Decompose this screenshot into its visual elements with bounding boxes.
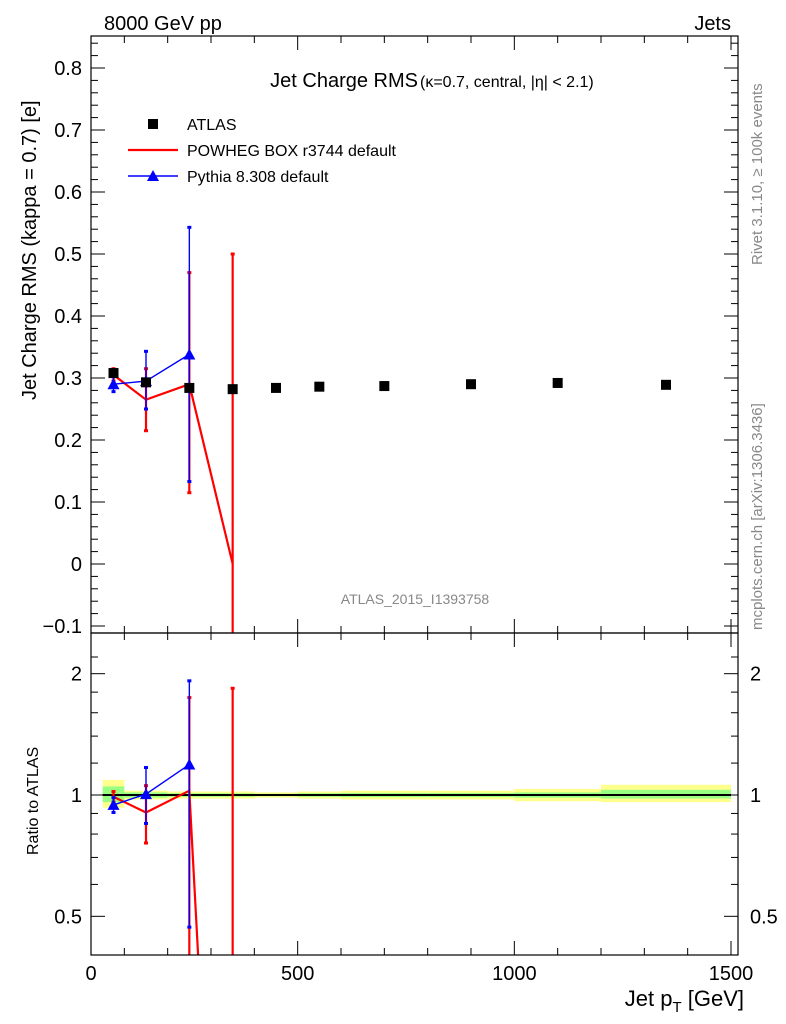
main-panel: −0.1 0 0.1 0.2 0.3 0.4 0.5 0.6 0.7 0.8 Jet Charge… bbox=[19, 35, 739, 638]
data-point bbox=[107, 378, 120, 390]
x-axis-label: Jet pT [GeV] bbox=[625, 986, 744, 1016]
legend-label: Pythia 8.308 default bbox=[187, 169, 329, 186]
y-tick-label-right: 2 bbox=[750, 664, 761, 686]
mcplots-label: mcplots.cern.ch [arXiv:1306.3436] bbox=[749, 403, 766, 630]
y-tick-label: 0.8 bbox=[54, 58, 82, 80]
data-point bbox=[107, 798, 120, 810]
ratio-panel: 0 500 1000 1500 0.5 0.5 1 1 2 2 Ratio to ATLAS bbox=[25, 632, 778, 985]
x-axis-label-jet: Jet p bbox=[625, 986, 673, 1011]
data-point bbox=[183, 758, 196, 770]
plot-title: Jet Charge RMS bbox=[270, 70, 418, 92]
y-tick-label: 0.5 bbox=[54, 244, 82, 266]
data-point bbox=[314, 381, 325, 392]
y-tick-label: 0.5 bbox=[54, 906, 82, 928]
data-point bbox=[661, 379, 671, 390]
header-left: 8000 GeV pp bbox=[104, 13, 222, 35]
data-point bbox=[108, 368, 119, 379]
y-tick-label-right: 0.5 bbox=[750, 906, 778, 928]
watermark: ATLAS_2015_I1393758 bbox=[341, 591, 490, 607]
legend-marker-atlas bbox=[148, 119, 158, 129]
legend-marker-pythia bbox=[147, 170, 159, 181]
data-point bbox=[140, 788, 152, 800]
x-axis-label-unit: [GeV] bbox=[682, 986, 744, 1011]
x-tick-label: 1000 bbox=[492, 963, 537, 985]
x-axis-label-sub: T bbox=[672, 999, 681, 1016]
data-point bbox=[227, 384, 238, 395]
legend-label: POWHEG BOX r3744 default bbox=[187, 143, 397, 160]
x-tick-label: 1500 bbox=[709, 963, 754, 985]
y-tick-label: 0.3 bbox=[54, 368, 82, 390]
data-point bbox=[141, 377, 151, 388]
y-tick-label: 0.7 bbox=[54, 120, 82, 142]
data-point bbox=[271, 382, 281, 393]
x-tick-label: 0 bbox=[85, 963, 96, 985]
y-tick-label: 0.6 bbox=[54, 182, 82, 204]
main-ticks: −0.1 0 0.1 0.2 0.3 0.4 0.5 0.6 0.7 0.8 bbox=[43, 36, 738, 638]
ratio-content bbox=[102, 679, 731, 956]
main-content bbox=[107, 225, 671, 633]
series-line bbox=[113, 353, 190, 385]
y-tick-label: −0.1 bbox=[43, 616, 82, 638]
rivet-label: Rivet 3.1.10, ≥ 100k events bbox=[749, 83, 766, 265]
y-tick-label: 1 bbox=[71, 785, 82, 807]
legend-label: ATLAS bbox=[187, 117, 237, 134]
ratio-ticks: 0 500 1000 1500 0.5 0.5 1 1 2 2 bbox=[54, 633, 778, 985]
y-tick-label-right: 1 bbox=[750, 785, 761, 807]
x-tick-label: 500 bbox=[281, 963, 314, 985]
y-tick-label: 2 bbox=[71, 664, 82, 686]
y-tick-label: 0.1 bbox=[54, 492, 82, 514]
legend: ATLAS POWHEG BOX r3744 default Pythia 8.30… bbox=[128, 117, 397, 186]
y-tick-label: 0 bbox=[71, 554, 82, 576]
series-line bbox=[112, 374, 234, 565]
ratio-frame bbox=[90, 632, 739, 956]
data-point bbox=[183, 348, 196, 360]
series-line bbox=[113, 788, 200, 956]
data-point bbox=[379, 381, 390, 392]
y-tick-label: 0.4 bbox=[54, 306, 82, 328]
data-point bbox=[466, 379, 476, 390]
y-tick-label: 0.2 bbox=[54, 430, 82, 452]
ratio-ylabel: Ratio to ATLAS bbox=[25, 747, 42, 855]
plot-title-suffix: (κ=0.7, central, |η| < 2.1) bbox=[420, 74, 594, 91]
data-point bbox=[552, 377, 563, 388]
main-ylabel: Jet Charge RMS (kappa = 0.7) [e] bbox=[19, 100, 41, 400]
header-right: Jets bbox=[694, 13, 731, 35]
data-point bbox=[184, 382, 195, 393]
